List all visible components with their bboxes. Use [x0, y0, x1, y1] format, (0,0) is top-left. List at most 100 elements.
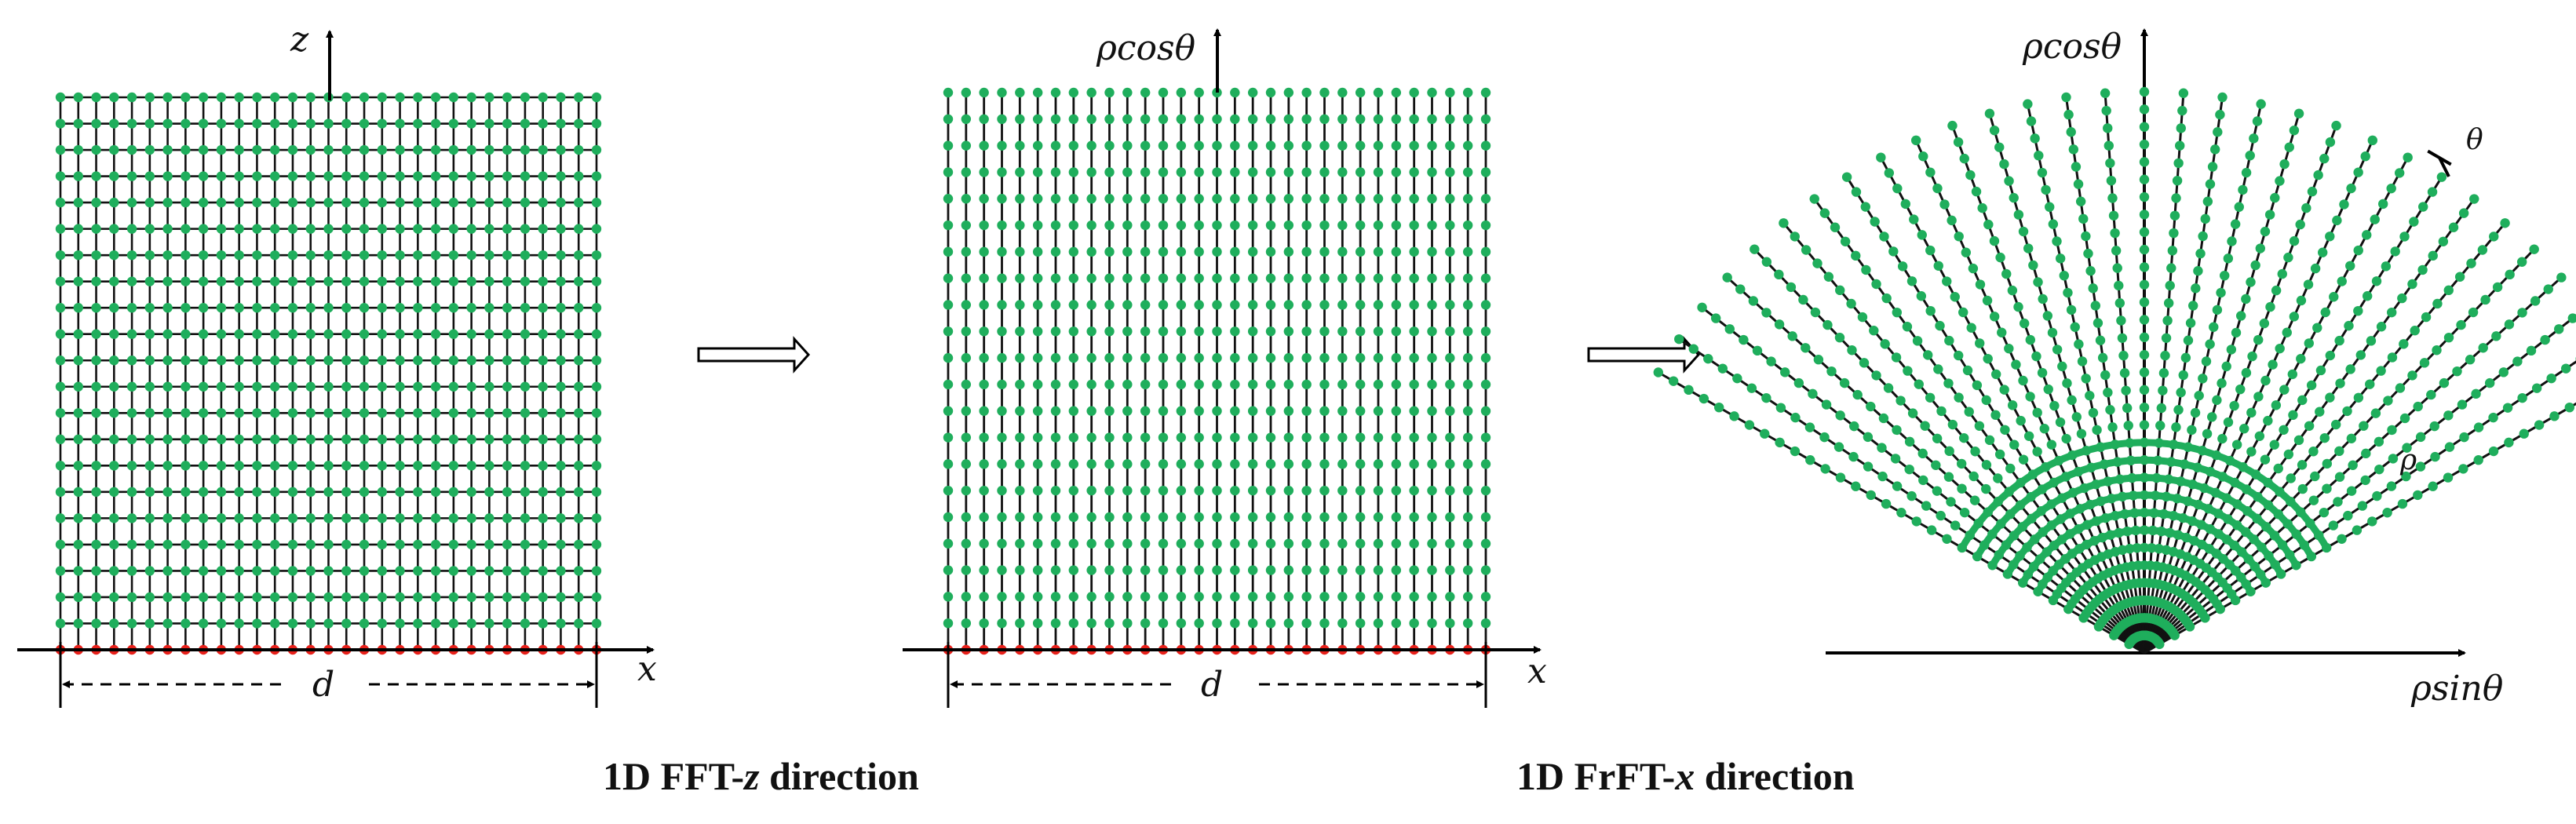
sample-dot	[91, 224, 101, 234]
sample-dot	[1990, 369, 2001, 380]
sample-dot	[2560, 363, 2571, 374]
sample-dot	[198, 381, 209, 392]
sample-dot	[1959, 153, 1969, 164]
sample-dot	[1857, 312, 1868, 323]
sample-dot	[2241, 579, 2251, 589]
sample-dot	[2117, 333, 2128, 343]
sample-dot	[1999, 385, 2009, 395]
sample-dot	[1176, 220, 1187, 231]
sample-dot	[1283, 565, 1294, 575]
sample-dot	[1086, 194, 1096, 204]
sample-dot	[466, 434, 476, 445]
sample-dot	[323, 144, 334, 155]
sample-dot	[2045, 202, 2055, 212]
sample-dot	[2530, 296, 2541, 306]
sample-dot	[109, 197, 119, 208]
sample-dot	[2106, 494, 2117, 504]
sample-dot	[1445, 114, 1455, 125]
sample-dot	[341, 355, 352, 366]
sample-dot	[2139, 227, 2150, 237]
sample-dot	[979, 167, 989, 177]
sample-dot	[520, 539, 531, 550]
sample-dot	[2042, 311, 2053, 321]
sample-dot	[252, 461, 262, 471]
sample-dot	[484, 408, 494, 418]
sample-dot	[2056, 493, 2067, 503]
sample-dot	[91, 329, 101, 339]
sample-dot	[1883, 383, 1894, 393]
sample-dot	[2516, 257, 2527, 267]
sample-dot	[1355, 618, 1366, 629]
sample-dot	[198, 197, 209, 208]
sample-dot	[1283, 87, 1294, 98]
sample-dot	[2334, 335, 2344, 346]
sample-dot	[341, 408, 352, 418]
sample-dot	[1176, 114, 1187, 125]
sample-dot	[1230, 485, 1240, 496]
sample-dot	[2284, 142, 2294, 152]
sample-dot	[1319, 432, 1330, 443]
sample-dot	[961, 300, 972, 310]
sample-dot	[1409, 565, 1419, 575]
sample-dot	[2201, 356, 2212, 366]
sample-dot	[413, 197, 423, 208]
sample-dot	[1319, 140, 1330, 151]
sample-dot	[2128, 490, 2139, 501]
sample-dot	[2526, 345, 2537, 356]
sample-dot	[341, 434, 352, 445]
sample-dot	[2103, 140, 2114, 151]
sample-dot	[377, 197, 387, 208]
sample-dot	[2249, 133, 2259, 144]
sample-dot	[1445, 512, 1455, 523]
sample-dot	[1104, 87, 1115, 98]
sample-dot	[2436, 172, 2447, 182]
sample-dot	[1212, 379, 1222, 390]
sample-dot	[1761, 308, 1771, 318]
sample-dot	[1283, 246, 1294, 257]
sample-dot	[1104, 326, 1115, 337]
sample-dot	[2067, 450, 2078, 461]
sample-dot	[2032, 447, 2042, 457]
sample-dot	[2306, 380, 2317, 391]
sample-dot	[591, 487, 602, 498]
sample-dot	[1863, 461, 1874, 472]
sample-dot	[55, 92, 66, 103]
sample-dot	[73, 329, 83, 339]
sample-dot	[2362, 291, 2373, 301]
sample-dot	[287, 539, 298, 550]
sample-dot	[1835, 285, 1845, 296]
sample-dot	[1283, 485, 1294, 496]
sample-dot	[538, 197, 548, 208]
sample-dot	[413, 434, 423, 445]
sample-dot	[538, 566, 548, 576]
sample-dot	[2345, 364, 2355, 374]
sample-dot	[2315, 407, 2325, 417]
sample-dot	[2457, 399, 2468, 410]
sample-dot	[2081, 374, 2091, 384]
sample-dot	[55, 381, 66, 392]
sample-dot	[1140, 114, 1151, 125]
sample-dot	[126, 513, 137, 523]
sample-dot	[1265, 618, 1276, 629]
sample-dot	[2264, 210, 2275, 220]
sample-dot	[466, 144, 476, 155]
sample-dot	[2028, 260, 2038, 271]
sample-dot	[2264, 550, 2274, 561]
sample-dot	[1983, 353, 1993, 364]
sample-dot	[1462, 194, 1473, 204]
sample-dot	[2401, 471, 2411, 482]
sample-dot	[2139, 349, 2150, 360]
sample-dot	[162, 539, 173, 550]
sample-dot	[2018, 454, 2029, 465]
sample-dot	[144, 618, 155, 629]
sample-dot	[1932, 433, 1943, 443]
sample-dot	[1355, 273, 1366, 283]
sample-dot	[144, 144, 155, 155]
sample-dot	[1891, 352, 1902, 363]
sample-dot	[2176, 123, 2186, 133]
sample-dot	[341, 539, 352, 550]
sample-dot	[1337, 300, 1348, 310]
sample-dot	[1158, 459, 1169, 469]
sample-dot	[413, 118, 423, 129]
sample-dot	[1337, 512, 1348, 523]
